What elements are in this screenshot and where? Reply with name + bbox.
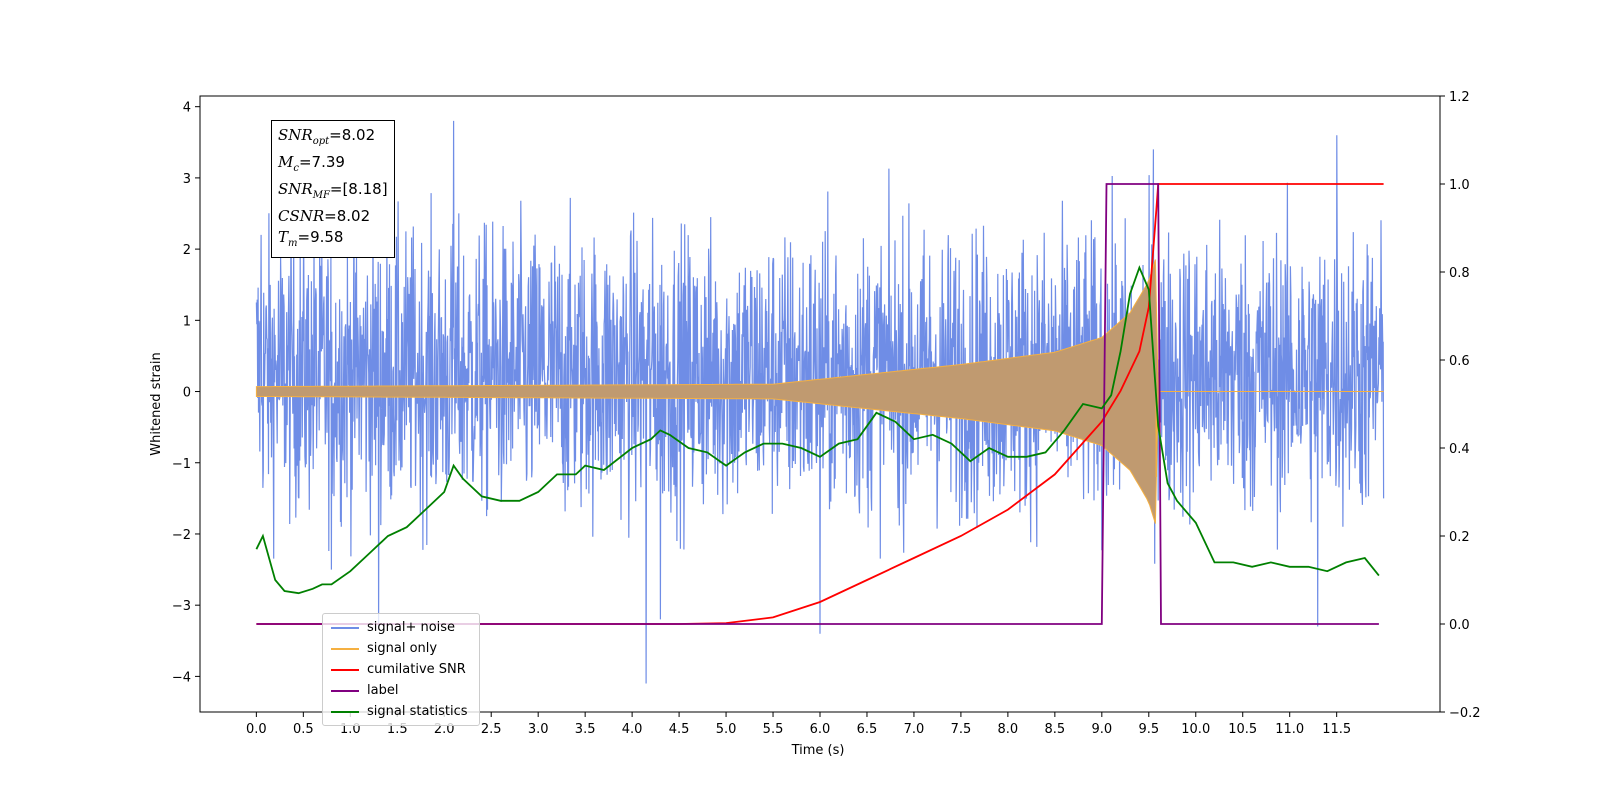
y-axis-label: Whitened strain: [149, 352, 164, 455]
tm-value: =9.58: [297, 228, 344, 246]
x-tick-label: 11.0: [1275, 722, 1304, 737]
legend-swatch: [331, 626, 359, 629]
x-tick-label: 10.5: [1228, 722, 1257, 737]
x-tick-label: 8.5: [1045, 722, 1066, 737]
legend-label: cumilative SNR: [367, 662, 466, 677]
x-tick-label: 7.0: [904, 722, 925, 737]
x-tick-label: 6.0: [810, 722, 831, 737]
legend-entry: signal+ noise: [323, 617, 479, 638]
x-tick-label: 6.5: [857, 722, 878, 737]
y2-tick-label: 0.6: [1449, 354, 1470, 369]
x-tick-label: 9.5: [1138, 722, 1159, 737]
y2-tick-label: 0.0: [1449, 618, 1470, 633]
snr-opt-subscript: opt: [312, 136, 330, 147]
tm-row: Tm=9.58: [278, 227, 388, 254]
series-cumulative-snr: [256, 183, 1384, 625]
snr-mf-symbol: SNR: [278, 180, 313, 198]
legend-entry: signal statistics: [323, 701, 479, 722]
x-tick-label: 3.0: [528, 722, 549, 737]
legend-entry: cumilative SNR: [323, 659, 479, 680]
series-signal-only: [255, 259, 1384, 524]
x-tick-label: 0.5: [293, 722, 314, 737]
snr-mf-value: =[8.18]: [329, 180, 388, 198]
x-tick-label: 0.0: [246, 722, 267, 737]
mc-value: =7.39: [298, 153, 345, 171]
plot-area: [255, 120, 1385, 684]
legend-swatch: [331, 689, 359, 692]
mc-row: Mc=7.39: [278, 152, 388, 179]
csnr-value: =8.02: [324, 207, 371, 225]
snr-mf-subscript: MF: [312, 190, 330, 201]
y2-tick-label: 0.4: [1449, 442, 1470, 457]
legend-label: signal only: [367, 641, 438, 656]
x-tick-label: 5.0: [716, 722, 737, 737]
series-label: [256, 183, 1379, 625]
x-tick-label: 7.5: [951, 722, 972, 737]
legend-label: signal statistics: [367, 704, 468, 719]
legend-entry: signal only: [323, 638, 479, 659]
series-signal-noise: [255, 120, 1385, 684]
mc-symbol: M: [278, 153, 294, 171]
y-tick-label: 4: [183, 101, 191, 116]
x-tick-label: 9.0: [1091, 722, 1112, 737]
legend-swatch: [331, 647, 359, 650]
x-tick-label: 2.5: [481, 722, 502, 737]
x-tick-label: 4.0: [622, 722, 643, 737]
legend-label: label: [367, 683, 399, 698]
snr-opt-value: =8.02: [329, 126, 376, 144]
legend-swatch: [331, 668, 359, 671]
x-tick-label: 3.5: [575, 722, 596, 737]
y2-tick-label: 0.2: [1449, 530, 1470, 545]
y2-tick-label: 0.8: [1449, 266, 1470, 281]
legend-swatch: [331, 710, 359, 713]
parameter-box: SNRopt=8.02 Mc=7.39 SNRMF=[8.18] CSNR=8.…: [271, 120, 395, 258]
legend: signal+ noise signal only cumilative SNR la…: [322, 613, 480, 726]
csnr-symbol: CSNR: [278, 207, 325, 225]
legend-entry: label: [323, 680, 479, 701]
x-axis-label: Time (s): [791, 743, 845, 758]
x-tick-label: 8.0: [998, 722, 1019, 737]
snr-mf-row: SNRMF=[8.18]: [278, 179, 388, 206]
y-tick-label: −3: [172, 599, 191, 614]
tm-symbol: T: [278, 228, 289, 246]
y-tick-label: −4: [172, 670, 191, 685]
mc-subscript: c: [293, 163, 299, 174]
y-tick-label: −2: [172, 528, 191, 543]
x-tick-label: 10.0: [1181, 722, 1210, 737]
y2-tick-label: −0.2: [1449, 706, 1481, 721]
y-tick-label: 2: [183, 243, 191, 258]
snr-opt-row: SNRopt=8.02: [278, 125, 388, 152]
csnr-row: CSNR=8.02: [278, 206, 388, 227]
y-tick-label: 3: [183, 172, 191, 187]
x-tick-label: 11.5: [1322, 722, 1351, 737]
y-tick-label: 0: [183, 386, 191, 401]
snr-opt-symbol: SNR: [278, 126, 313, 144]
series-signal-statistics: [255, 265, 1380, 595]
x-tick-label: 5.5: [763, 722, 784, 737]
y-tick-label: 1: [183, 314, 191, 329]
y2-tick-label: 1.0: [1449, 178, 1470, 193]
y-tick-label: −1: [172, 457, 191, 472]
ticks: 0.0 0.5 1.0 1.5 2.0 2.5 3.0 3.5 4.0 4.5 5.0 5.5 6.0 6…: [172, 90, 1481, 737]
y2-tick-label: 1.2: [1449, 90, 1470, 105]
legend-label: signal+ noise: [367, 620, 456, 635]
x-tick-label: 4.5: [669, 722, 690, 737]
tm-subscript: m: [288, 238, 298, 249]
